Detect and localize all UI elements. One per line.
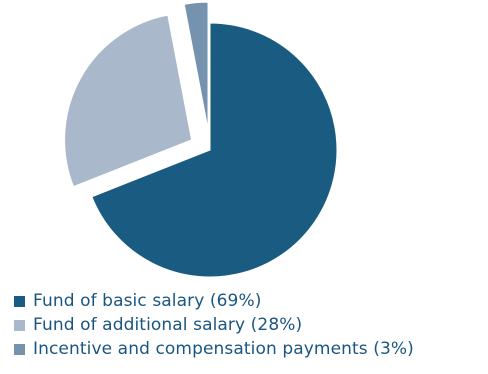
pie-slice-additional-salary	[64, 14, 193, 188]
legend-item: Incentive and compensation payments (3%)	[14, 337, 414, 361]
legend-label: Fund of basic salary (69%)	[33, 291, 262, 311]
legend-item: Fund of additional salary (28%)	[14, 313, 414, 337]
legend-label: Incentive and compensation payments (3%)	[33, 339, 414, 359]
legend-item: Fund of basic salary (69%)	[14, 289, 414, 313]
legend-swatch	[14, 295, 25, 307]
legend-swatch	[14, 319, 25, 331]
pie-slice-basic-salary	[91, 22, 338, 278]
legend-swatch	[14, 343, 25, 355]
pie-slice-incentive-payments	[183, 1, 209, 130]
legend-label: Fund of additional salary (28%)	[33, 315, 303, 335]
legend: Fund of basic salary (69%) Fund of addit…	[14, 289, 414, 361]
pie-chart	[64, 1, 338, 278]
